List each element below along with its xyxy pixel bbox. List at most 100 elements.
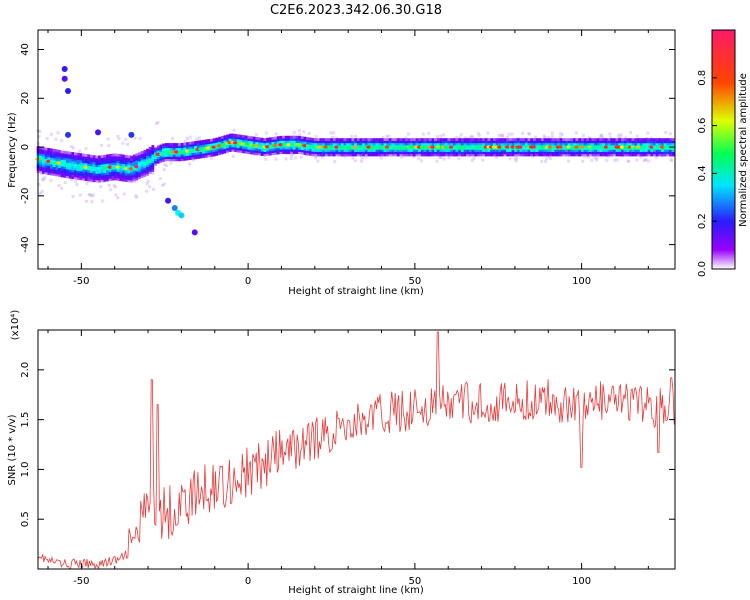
- heatmap-cell: [260, 140, 264, 143]
- heatmap-cell: [122, 154, 125, 158]
- heatmap-cell: [274, 141, 277, 144]
- heatmap-cell: [370, 151, 374, 155]
- heatmap-cell: [143, 152, 147, 155]
- heatmap-cell: [175, 156, 179, 160]
- heatmap-cell: [127, 175, 131, 178]
- heatmap-cell: [314, 153, 317, 157]
- heatmap-cell: [154, 151, 157, 155]
- heatmap-cell: [194, 143, 197, 147]
- heatmap-cell: [284, 151, 288, 154]
- heatmap-cell: [126, 142, 130, 146]
- heatmap-cell: [567, 142, 571, 146]
- x-tick-label: -50: [73, 576, 89, 587]
- heatmap-cell: [95, 175, 99, 179]
- heatmap-cell: [378, 140, 382, 144]
- heatmap-cell: [47, 163, 51, 167]
- heatmap-cell: [404, 138, 408, 142]
- heatmap-cell: [655, 142, 659, 146]
- heatmap-cell: [444, 149, 448, 152]
- heatmap-cell: [508, 142, 512, 146]
- heatmap-cell: [242, 150, 245, 154]
- heatmap-cell: [466, 151, 470, 155]
- heatmap-cell: [588, 140, 592, 144]
- heatmap-cell: [135, 160, 139, 163]
- heatmap-cell: [266, 142, 269, 146]
- heatmap-cell: [188, 144, 192, 147]
- heatmap-cell: [103, 154, 107, 158]
- heatmap-cell: [626, 140, 630, 144]
- heatmap-cell: [340, 151, 344, 155]
- heatmap-cell: [503, 142, 507, 146]
- heatmap-cell: [455, 140, 459, 144]
- heatmap-cell: [226, 145, 229, 149]
- heatmap-cell: [164, 145, 168, 149]
- heatmap-cell: [290, 137, 293, 141]
- heatmap-cell: [92, 157, 96, 161]
- heatmap-cell: [154, 160, 157, 164]
- heatmap-cell: [76, 155, 80, 158]
- heatmap-cell: [290, 151, 293, 154]
- heatmap-peak: [408, 145, 415, 149]
- heatmap-cell: [645, 146, 648, 150]
- heatmap-cell: [73, 179, 77, 183]
- heatmap-cell: [498, 151, 502, 155]
- heatmap-cell: [148, 166, 152, 170]
- heatmap-cell: [55, 166, 59, 170]
- heatmap-cell: [370, 153, 374, 157]
- heatmap-cell: [117, 137, 121, 141]
- heatmap-cell: [482, 138, 486, 142]
- heatmap-cell: [545, 157, 549, 161]
- heatmap-cell: [634, 142, 638, 146]
- heatmap-peak: [296, 143, 303, 147]
- heatmap-cell: [158, 177, 162, 181]
- heatmap-cell: [55, 173, 59, 177]
- heatmap-cell: [148, 146, 152, 150]
- heatmap-cell: [282, 148, 285, 152]
- heatmap-cell: [412, 138, 416, 142]
- heatmap-cell: [252, 147, 256, 151]
- heatmap-cell: [631, 142, 635, 146]
- heatmap-cell: [84, 171, 88, 175]
- heatmap-cell: [39, 157, 43, 161]
- heatmap-cell: [399, 146, 403, 150]
- heatmap-cell: [63, 175, 67, 178]
- heatmap-cell: [586, 142, 590, 146]
- heatmap-cell: [79, 170, 83, 174]
- heatmap-cell: [380, 151, 384, 155]
- heatmap-cell: [130, 155, 133, 159]
- heatmap-cell: [266, 140, 269, 143]
- heatmap-cell: [559, 149, 563, 152]
- heatmap-cell: [84, 169, 88, 173]
- heatmap-cell: [327, 151, 331, 155]
- heatmap-cell: [575, 142, 579, 146]
- heatmap-cell: [196, 145, 200, 148]
- heatmap-cell: [495, 149, 499, 152]
- heatmap-cell: [79, 177, 83, 181]
- heatmap-cell: [463, 138, 467, 142]
- heatmap-peak: [155, 152, 161, 156]
- heatmap-cell: [578, 146, 582, 150]
- heatmap-cell: [615, 151, 619, 155]
- heatmap-cell: [466, 142, 470, 146]
- heatmap-cell: [194, 145, 197, 149]
- heatmap-blob: [171, 205, 178, 212]
- heatmap-cell: [599, 153, 603, 157]
- heatmap-cell: [127, 157, 131, 161]
- heatmap-cell: [47, 150, 51, 153]
- heatmap-cell: [319, 142, 323, 146]
- heatmap-cell: [114, 162, 117, 165]
- heatmap-cell: [68, 153, 72, 157]
- heatmap-cell: [442, 153, 446, 157]
- heatmap-cell: [346, 144, 349, 148]
- heatmap-cell: [204, 139, 208, 143]
- heatmap-cell: [79, 155, 83, 159]
- heatmap-peak: [107, 165, 113, 169]
- heatmap-cell: [92, 172, 96, 176]
- heatmap-cell: [551, 146, 555, 150]
- heatmap-cell: [162, 182, 166, 186]
- heatmap-cell: [348, 146, 352, 150]
- heatmap-cell: [423, 151, 427, 155]
- heatmap-cell: [300, 140, 304, 144]
- heatmap-cell: [572, 144, 576, 148]
- heatmap-cell: [434, 151, 438, 155]
